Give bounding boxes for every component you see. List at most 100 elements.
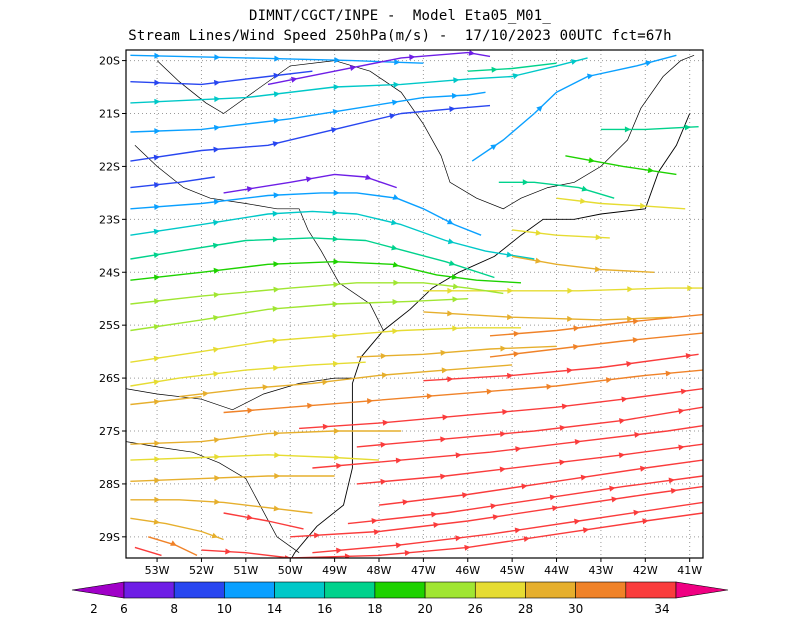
streamline-arrow — [154, 52, 161, 59]
streamline-arrow — [213, 346, 220, 353]
streamline-arrow — [462, 492, 469, 499]
streamline — [179, 364, 513, 398]
streamline-arrow — [513, 351, 520, 358]
streamline-arrow — [440, 436, 447, 443]
streamline-arrow — [535, 229, 542, 236]
streamline-arrow — [213, 124, 221, 131]
streamline — [130, 210, 535, 260]
streamline-arrow — [605, 377, 613, 384]
streamline-arrow — [344, 553, 351, 558]
lon-tick-label: 45W — [500, 564, 525, 577]
streamline — [130, 430, 402, 445]
streamline-arrow — [154, 496, 161, 503]
streamline-arrow — [546, 383, 553, 390]
streamline-arrow — [273, 261, 280, 268]
colorbar-box — [575, 581, 627, 599]
streamline — [130, 499, 313, 514]
streamline — [130, 475, 335, 482]
colorbar-label: 34 — [654, 602, 669, 616]
streamline-arrow — [566, 367, 573, 374]
streamline-arrow — [332, 235, 339, 242]
colorbar-box — [424, 581, 476, 599]
streamline-arrow — [441, 367, 448, 374]
streamline-arrow — [513, 330, 520, 337]
streamline-arrow — [452, 283, 460, 290]
streamline-arrow — [273, 192, 280, 199]
streamline-arrow — [647, 167, 655, 174]
lat-tick-label: 25S — [99, 319, 120, 332]
streamline-arrow — [632, 318, 640, 325]
streamline-arrow — [322, 379, 329, 386]
streamline-arrow — [581, 185, 589, 192]
streamline-arrow — [453, 77, 460, 84]
streamline-arrow — [306, 176, 313, 183]
colorbar-label: 18 — [367, 602, 382, 616]
colorbar-label: 8 — [170, 602, 178, 616]
streamline-arrow — [687, 285, 694, 292]
streamline-arrow — [153, 228, 161, 235]
lon-tick-label: 50W — [278, 564, 303, 577]
streamline-arrow — [153, 252, 160, 259]
grid-lines — [126, 50, 703, 558]
streamline-arrow — [632, 337, 639, 343]
streamline-arrow — [307, 402, 314, 409]
streamline-arrow — [213, 199, 221, 205]
streamline-arrow — [213, 79, 221, 86]
streamline-arrow — [373, 529, 381, 536]
streamline-arrow — [332, 332, 339, 339]
streamline-arrow — [246, 186, 254, 193]
streamline — [223, 173, 397, 194]
streamline — [130, 54, 424, 64]
streamline-arrow — [447, 238, 455, 245]
streamline — [423, 287, 703, 292]
streamline-arrow — [523, 536, 530, 542]
streamline-arrow — [490, 144, 497, 151]
streamline — [130, 454, 380, 461]
streamline-arrow — [274, 452, 281, 459]
streamline — [223, 369, 703, 414]
streamline-arrow — [213, 146, 220, 153]
streamline-arrow — [468, 50, 476, 56]
streamline-arrow — [499, 466, 506, 473]
streamline-arrow — [202, 390, 210, 397]
streamline — [130, 298, 468, 332]
streamline-arrow — [213, 315, 220, 321]
streamline-arrow — [490, 503, 497, 510]
streamline — [512, 229, 610, 239]
streamline-arrow — [273, 117, 280, 124]
colorbar-box — [324, 581, 376, 599]
colorbar-box — [123, 581, 175, 599]
lon-tick-label: 47W — [411, 564, 436, 577]
streamline — [130, 237, 495, 279]
colorbar-right-arrow — [675, 581, 729, 599]
lat-tick-label: 21S — [99, 108, 120, 121]
streamline-arrow — [492, 514, 500, 521]
streamline-arrow — [380, 353, 387, 359]
lat-tick-label: 24S — [99, 266, 120, 279]
streamline-arrow — [452, 325, 459, 332]
streamline-arrow — [626, 361, 633, 367]
streamline-arrow — [395, 457, 403, 464]
streamline-arrow — [570, 59, 578, 65]
streamline-arrow — [559, 425, 566, 431]
streamline-arrow — [433, 522, 440, 528]
streamline — [556, 197, 686, 210]
streamline-arrow — [395, 542, 403, 549]
streamline-arrow — [272, 210, 279, 217]
streamline-arrow — [502, 409, 509, 415]
streamline — [130, 176, 215, 189]
streamline-arrow — [633, 509, 640, 516]
streamline-arrow — [402, 499, 409, 506]
streamline-arrow — [332, 109, 340, 115]
streamline-arrow — [154, 298, 161, 305]
streamline-arrow — [154, 477, 161, 484]
streamline-arrow — [380, 441, 387, 448]
streamline-arrow — [440, 349, 447, 356]
streamline-arrow — [333, 258, 340, 265]
colorbar: 2 6 8 10 14 16 18 20 26 28 30 34 — [71, 581, 729, 616]
streamline-arrow — [334, 454, 341, 461]
streamline-arrow — [273, 365, 280, 371]
streamline-arrow — [272, 141, 280, 147]
streamline-arrow — [393, 279, 400, 286]
colorbar-label: 6 — [120, 602, 128, 616]
